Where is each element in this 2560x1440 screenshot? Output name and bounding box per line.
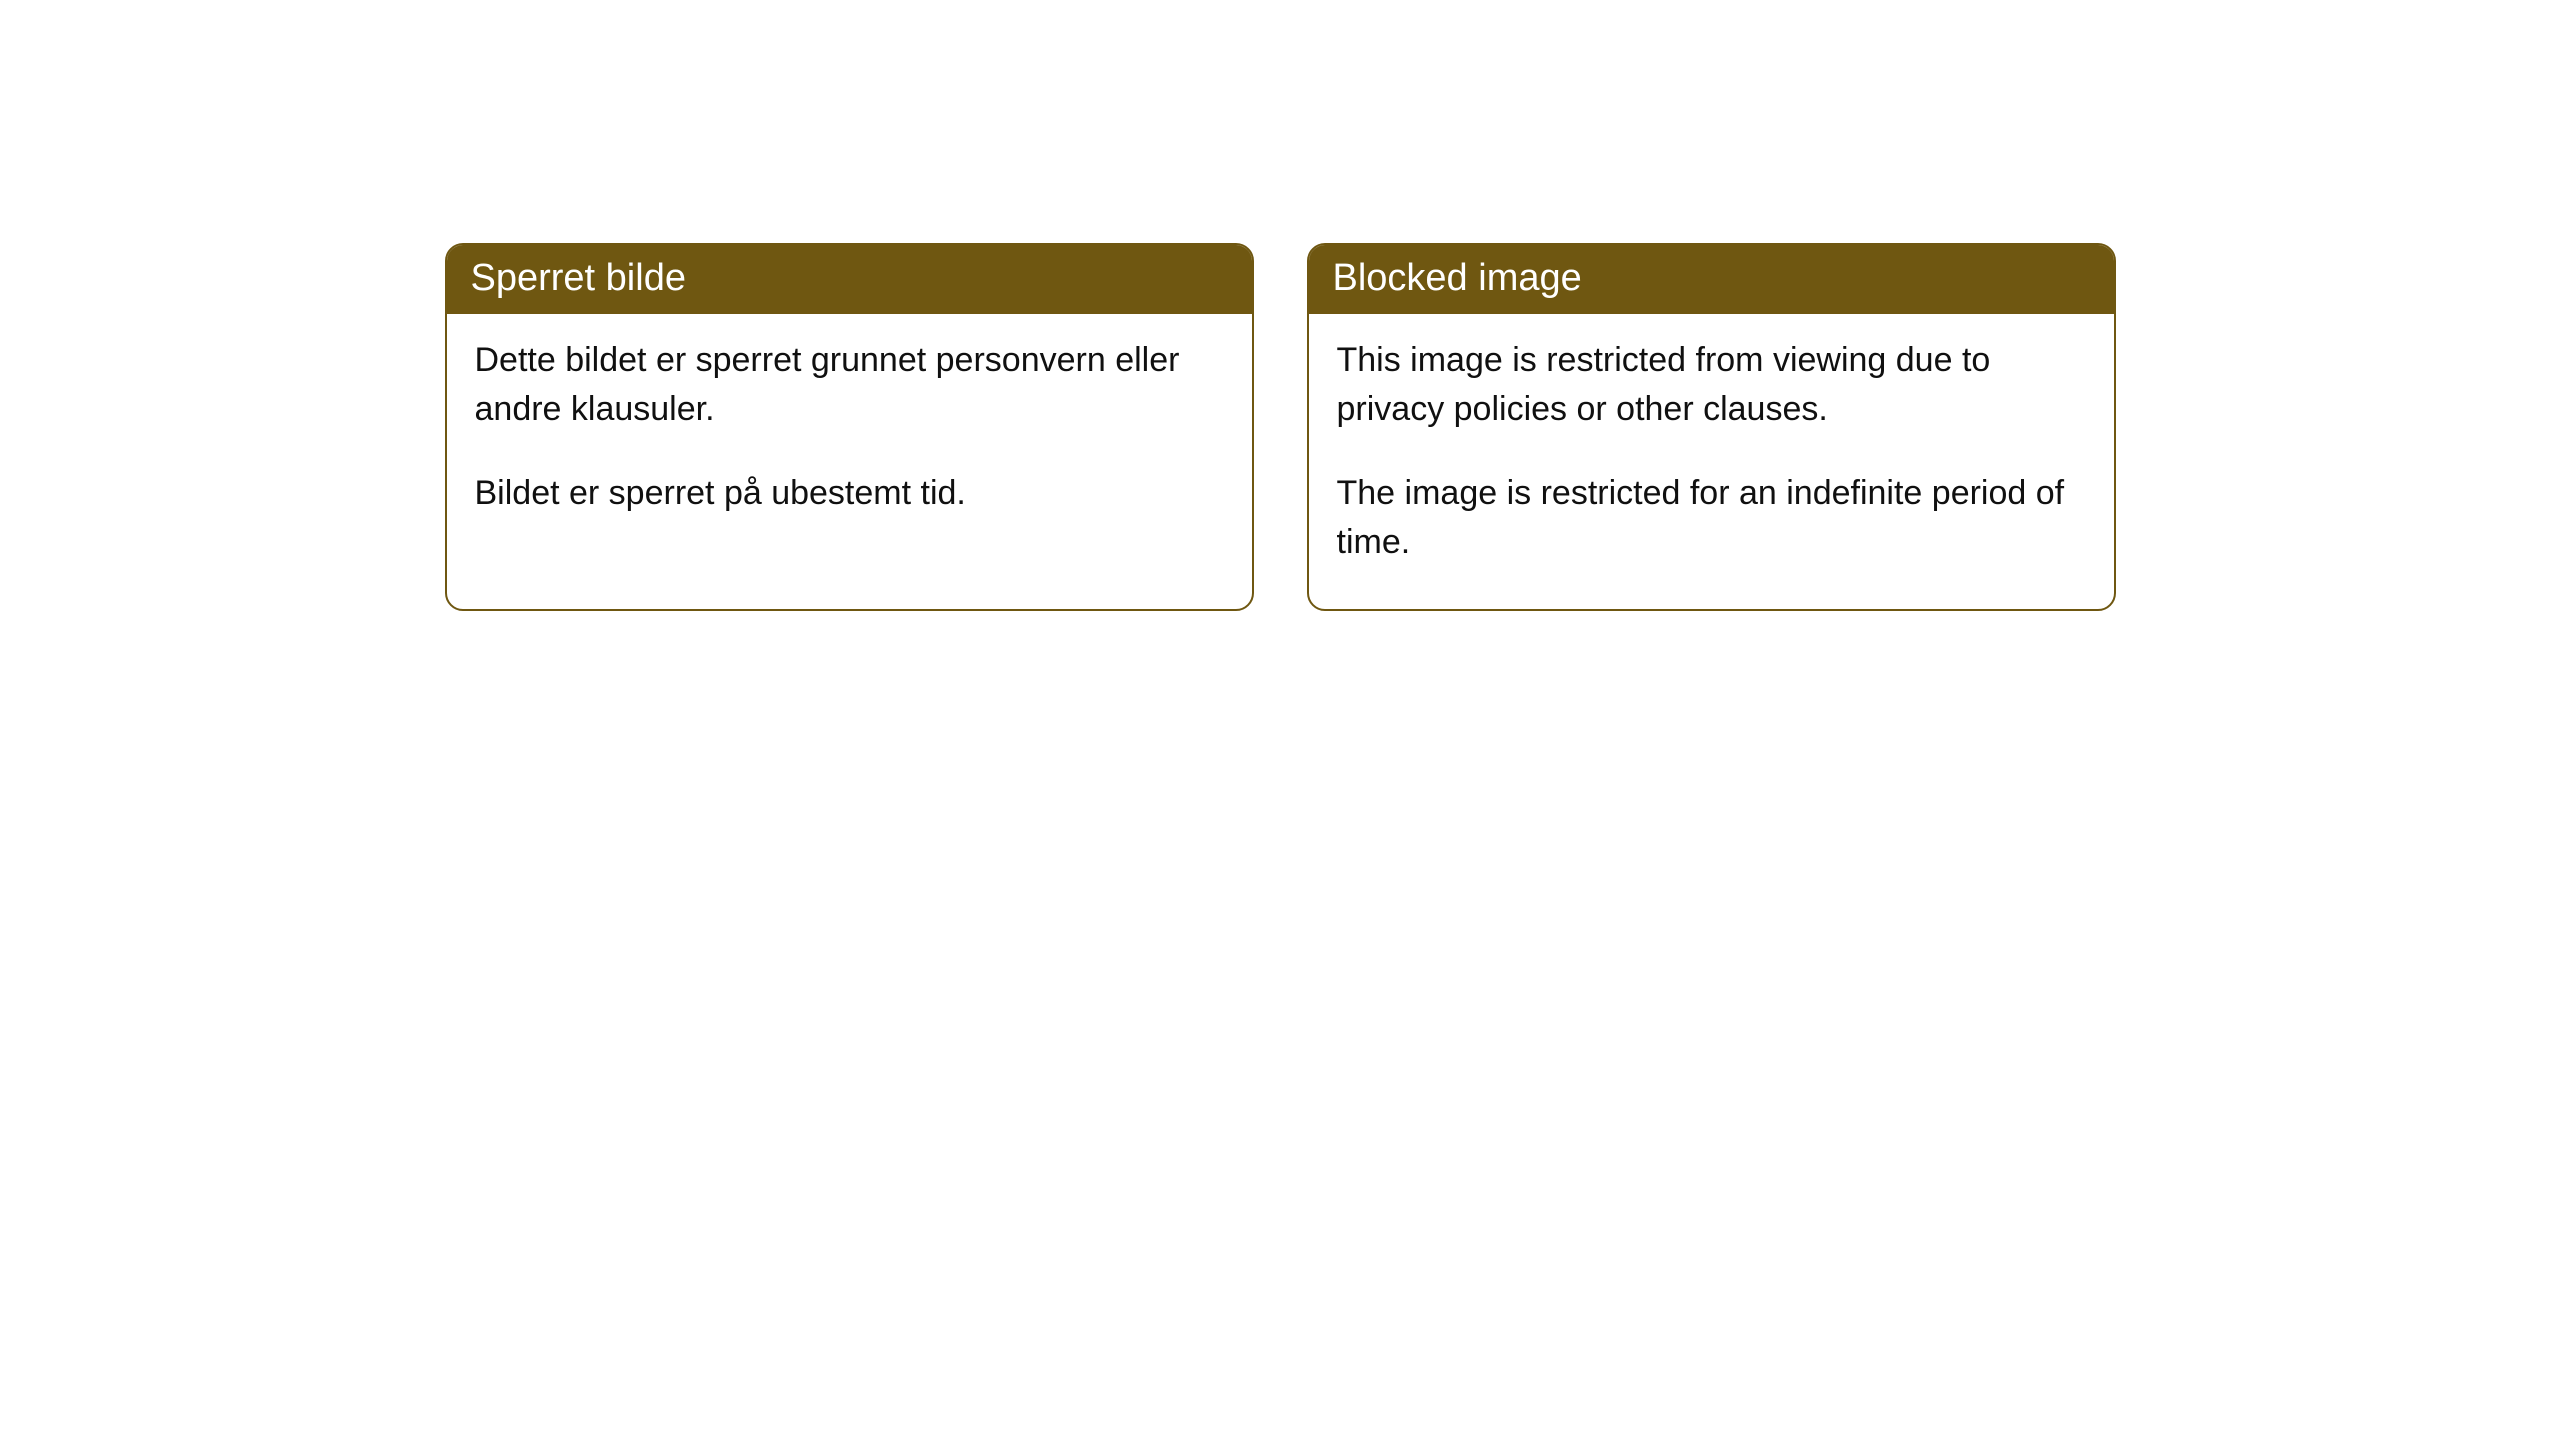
- card-header: Blocked image: [1309, 245, 2114, 314]
- card-title: Blocked image: [1333, 257, 1582, 299]
- card-title: Sperret bilde: [471, 257, 686, 299]
- card-body: Dette bildet er sperret grunnet personve…: [447, 314, 1252, 560]
- card-paragraph: Dette bildet er sperret grunnet personve…: [475, 336, 1224, 435]
- notice-card-english: Blocked image This image is restricted f…: [1307, 243, 2116, 611]
- notice-card-norwegian: Sperret bilde Dette bildet er sperret gr…: [445, 243, 1254, 611]
- card-paragraph: Bildet er sperret på ubestemt tid.: [475, 469, 1224, 518]
- card-paragraph: This image is restricted from viewing du…: [1337, 336, 2086, 435]
- card-paragraph: The image is restricted for an indefinit…: [1337, 469, 2086, 568]
- card-header: Sperret bilde: [447, 245, 1252, 314]
- card-body: This image is restricted from viewing du…: [1309, 314, 2114, 609]
- notice-cards-container: Sperret bilde Dette bildet er sperret gr…: [0, 243, 2560, 611]
